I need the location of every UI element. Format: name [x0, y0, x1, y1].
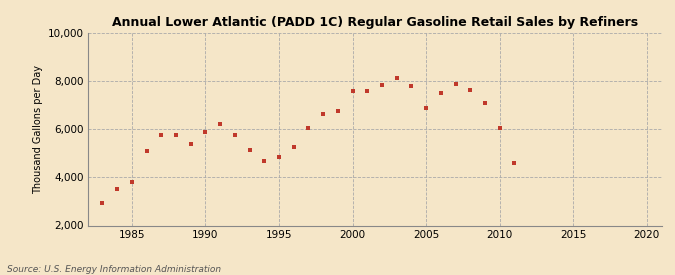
Title: Annual Lower Atlantic (PADD 1C) Regular Gasoline Retail Sales by Refiners: Annual Lower Atlantic (PADD 1C) Regular …	[111, 16, 638, 29]
Point	[156, 133, 167, 138]
Point	[288, 145, 299, 150]
Point	[494, 126, 505, 130]
Point	[171, 133, 182, 138]
Point	[97, 200, 108, 205]
Point	[421, 105, 431, 110]
Point	[112, 187, 123, 192]
Point	[141, 149, 152, 153]
Point	[230, 133, 240, 138]
Point	[273, 155, 284, 159]
Point	[377, 82, 387, 87]
Point	[479, 101, 490, 105]
Point	[200, 130, 211, 134]
Point	[333, 109, 344, 113]
Point	[303, 126, 314, 130]
Point	[244, 147, 255, 152]
Point	[450, 81, 461, 86]
Point	[509, 161, 520, 165]
Point	[465, 87, 476, 92]
Point	[406, 84, 416, 88]
Point	[435, 91, 446, 95]
Point	[215, 122, 225, 127]
Point	[362, 89, 373, 93]
Point	[126, 180, 137, 184]
Point	[392, 75, 402, 80]
Text: Source: U.S. Energy Information Administration: Source: U.S. Energy Information Administ…	[7, 265, 221, 274]
Y-axis label: Thousand Gallons per Day: Thousand Gallons per Day	[34, 65, 43, 194]
Point	[186, 141, 196, 146]
Point	[347, 89, 358, 93]
Point	[259, 158, 270, 163]
Point	[318, 111, 329, 116]
